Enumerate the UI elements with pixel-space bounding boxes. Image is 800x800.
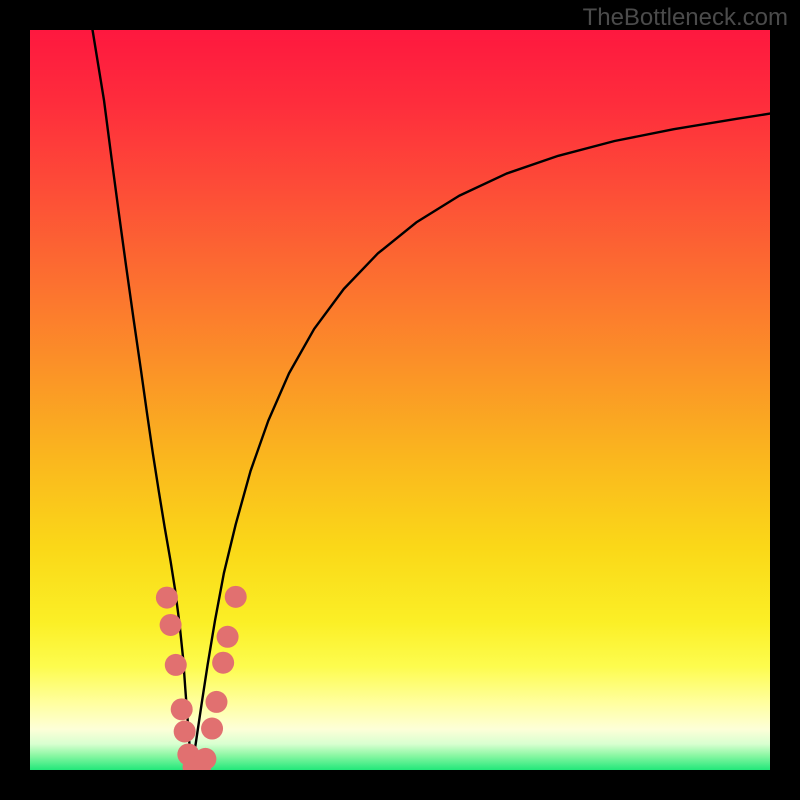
watermark-text: TheBottleneck.com xyxy=(583,4,788,32)
chart-root: TheBottleneck.com xyxy=(0,0,800,800)
outer-frame xyxy=(0,0,800,800)
